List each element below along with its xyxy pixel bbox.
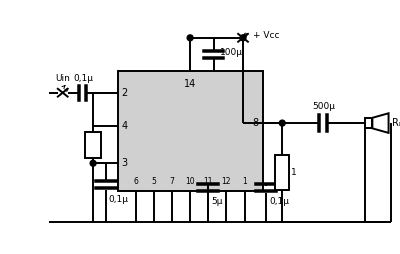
Text: 12: 12 xyxy=(222,177,231,186)
Text: Uin: Uin xyxy=(55,74,70,83)
Circle shape xyxy=(279,120,285,126)
Circle shape xyxy=(90,160,96,166)
Bar xyxy=(85,132,101,158)
Text: 5μ: 5μ xyxy=(211,197,223,205)
Text: 6: 6 xyxy=(133,177,138,186)
Text: 1: 1 xyxy=(291,168,297,177)
Text: 8: 8 xyxy=(252,118,259,128)
Text: 11: 11 xyxy=(204,177,213,186)
Polygon shape xyxy=(372,113,388,133)
Text: 100μ: 100μ xyxy=(220,48,242,57)
Text: 0,1μ: 0,1μ xyxy=(109,195,129,204)
Text: 3: 3 xyxy=(122,158,128,168)
Text: 0,1μ: 0,1μ xyxy=(269,197,289,205)
Bar xyxy=(118,71,263,191)
Text: 1: 1 xyxy=(242,177,247,186)
Text: 500μ: 500μ xyxy=(312,102,335,111)
Text: 0,1μ: 0,1μ xyxy=(74,74,94,83)
Text: 7: 7 xyxy=(170,177,174,186)
Text: 2: 2 xyxy=(122,88,128,98)
Text: Rₗ: Rₗ xyxy=(392,118,400,128)
Circle shape xyxy=(240,35,246,41)
Text: 14: 14 xyxy=(184,79,196,89)
Bar xyxy=(365,118,372,128)
Text: 10: 10 xyxy=(185,177,195,186)
Circle shape xyxy=(187,35,193,41)
Bar xyxy=(275,155,289,190)
Text: 4: 4 xyxy=(122,121,128,131)
Text: 5: 5 xyxy=(152,177,156,186)
Text: + Vcc: + Vcc xyxy=(253,31,279,40)
